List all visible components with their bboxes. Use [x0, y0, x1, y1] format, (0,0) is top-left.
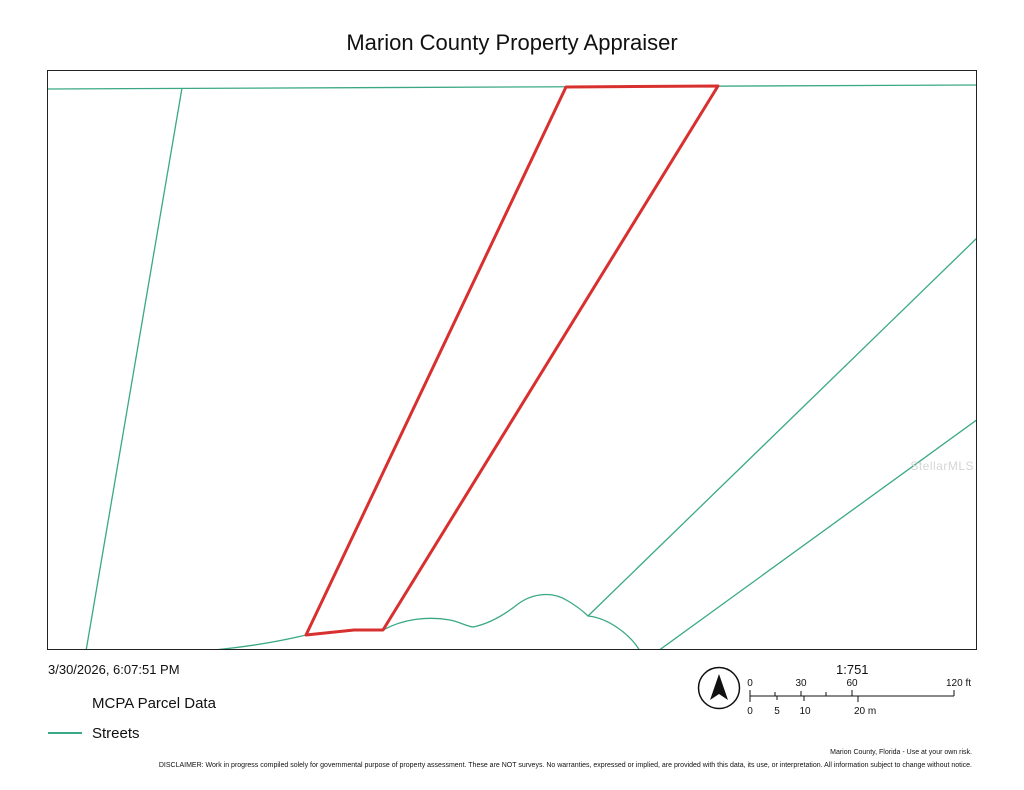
legend-item-parcel: MCPA Parcel Data — [48, 688, 216, 718]
scale-feet-30: 30 — [795, 678, 807, 689]
scale-bar-line — [749, 690, 955, 702]
scale-m-0: 0 — [747, 706, 753, 717]
map-timestamp: 3/30/2026, 6:07:51 PM — [48, 662, 180, 677]
scale-feet-end: 120 ft — [946, 678, 971, 689]
legend-swatch-streets — [48, 732, 82, 734]
scale-m-5: 5 — [774, 706, 780, 717]
attribution: Marion County, Florida - Use at your own… — [830, 749, 972, 756]
north-arrow-icon — [697, 666, 741, 715]
legend: MCPA Parcel Data Streets — [48, 688, 216, 748]
map-title: Marion County Property Appraiser — [346, 30, 678, 55]
street-lines — [48, 84, 976, 649]
scale-m-10: 10 — [799, 706, 811, 717]
scale-feet-60: 60 — [846, 678, 858, 689]
scale-feet-0: 0 — [747, 678, 753, 689]
street-line-right-upper — [587, 238, 976, 617]
street-line-left — [85, 87, 183, 649]
street-line-top — [48, 84, 976, 90]
disclaimer: DISCLAIMER: Work in progress compiled so… — [158, 762, 972, 769]
map-viewport[interactable]: StellarMLS — [47, 70, 977, 650]
scale-bar: 0 30 60 120 ft 0 5 10 20 m — [740, 674, 980, 723]
scale-ratio: 1:751 — [836, 662, 869, 677]
map-canvas — [48, 84, 976, 649]
parcel-highlight[interactable] — [304, 84, 720, 637]
scale-m-end: 20 m — [854, 706, 876, 717]
street-line-right-lower — [659, 419, 976, 649]
legend-label-streets: Streets — [92, 724, 140, 742]
watermark: StellarMLS — [910, 459, 974, 473]
street-curve-bottom — [217, 593, 640, 649]
legend-item-streets: Streets — [48, 718, 216, 748]
legend-label-parcel: MCPA Parcel Data — [92, 694, 216, 712]
